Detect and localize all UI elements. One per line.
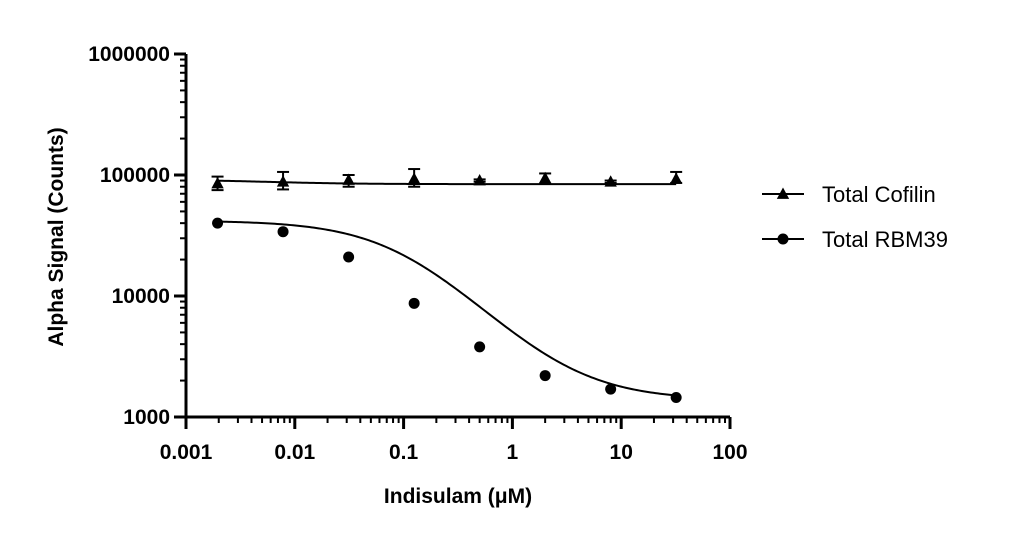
legend-label: Total RBM39 (822, 227, 948, 252)
x-axis: 0.001 0.01 0.1 1 10 100 (160, 415, 748, 464)
data-point-total-cofilin (342, 173, 355, 185)
data-point-total-rbm39 (539, 370, 551, 382)
fit-curve-total-rbm39 (217, 220, 677, 397)
data-point-total-cofilin (407, 172, 421, 184)
legend-label: Total Cofilin (822, 182, 936, 207)
x-tick-label: 0.1 (389, 441, 419, 464)
x-tick-label: 0.001 (160, 441, 213, 464)
data-point-total-rbm39 (474, 341, 486, 353)
y-tick-label: 10000 (112, 285, 170, 308)
x-tick-label: 0.01 (274, 441, 315, 464)
x-tick-label: 10 (610, 441, 633, 464)
data-point-total-cofilin (604, 175, 617, 187)
data-point-total-cofilin (538, 171, 552, 184)
data-point-total-cofilin (211, 177, 224, 189)
data-point-total-rbm39 (605, 383, 617, 395)
data-point-total-rbm39 (343, 251, 355, 263)
y-axis-title: Alpha Signal (Counts) (45, 127, 68, 346)
fit-curve-total-cofilin (217, 179, 677, 186)
data-point-total-rbm39 (408, 297, 420, 309)
legend-marker-circle (777, 233, 789, 245)
x-tick-label: 1 (507, 441, 519, 464)
data-point-total-rbm39 (212, 217, 224, 229)
y-tick-label: 1000 (123, 406, 170, 429)
legend-item-total-cofilin: Total Cofilin (762, 182, 936, 207)
series-total-cofilin (211, 168, 683, 192)
series-total-rbm39 (212, 217, 682, 403)
series-layer (211, 168, 683, 403)
y-tick-label: 1000000 (88, 43, 170, 66)
x-axis-title: Indisulam (μM) (384, 485, 532, 508)
data-point-total-cofilin (473, 174, 486, 186)
legend: Total Cofilin Total RBM39 (762, 182, 948, 252)
y-axis: 1000 10000 100000 1000000 (88, 43, 188, 429)
x-tick-label: 100 (712, 441, 747, 464)
data-point-total-rbm39 (277, 226, 289, 238)
data-point-total-cofilin (669, 172, 683, 184)
legend-marker-triangle (776, 187, 790, 199)
data-point-total-rbm39 (670, 391, 682, 403)
data-point-total-cofilin (276, 175, 290, 187)
legend-item-total-rbm39: Total RBM39 (762, 227, 948, 252)
y-tick-label: 100000 (100, 164, 170, 187)
